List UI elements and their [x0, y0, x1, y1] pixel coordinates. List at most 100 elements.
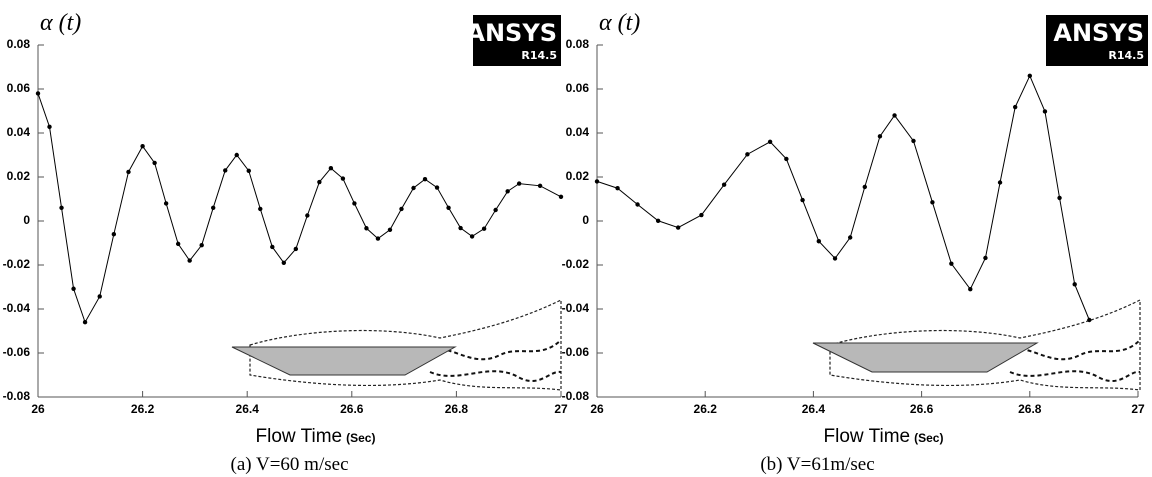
data-point: [152, 160, 157, 166]
caption: (b) V=61m/sec: [760, 454, 874, 475]
x-tick-label: 26.8: [1018, 402, 1042, 416]
data-point: [481, 226, 487, 231]
data-point: [911, 138, 916, 144]
logo-text: ANSYS: [1053, 19, 1144, 47]
data-point: [458, 225, 463, 231]
data-point: [140, 144, 145, 149]
y-tick-label: -0.06: [3, 345, 31, 359]
y-axis-label: α (t): [599, 10, 640, 36]
data-point: [1027, 73, 1033, 79]
data-point: [892, 113, 897, 118]
data-point: [364, 226, 369, 231]
data-point: [411, 185, 416, 191]
series-line: [37, 93, 562, 324]
data-point: [199, 243, 204, 248]
data-point: [1072, 282, 1077, 287]
data-point: [1012, 104, 1018, 110]
x-axis-label: Flow Time (Sec): [256, 426, 376, 447]
data-point: [594, 179, 600, 184]
data-point: [47, 124, 52, 130]
data-point: [375, 236, 381, 241]
data-point: [446, 205, 451, 210]
y-tick-label: 0.08: [566, 37, 590, 51]
x-tick-label: 26.2: [131, 402, 155, 416]
x-tick-label: 27: [1131, 402, 1145, 416]
data-point: [71, 286, 76, 291]
data-point: [784, 156, 789, 162]
data-point: [745, 152, 750, 157]
data-point: [305, 213, 310, 218]
data-point: [1057, 195, 1062, 201]
series-line: [596, 74, 1090, 321]
data-point: [949, 261, 954, 266]
data-point: [422, 177, 428, 182]
data-point: [59, 205, 64, 210]
caption: (a) V=60 m/sec: [231, 454, 349, 475]
data-point: [537, 183, 543, 188]
data-point: [615, 186, 620, 191]
y-tick-label: -0.02: [562, 257, 590, 271]
y-tick-label: -0.04: [562, 301, 590, 315]
x-tick-label: 27: [554, 402, 568, 416]
x-tick-label: 26.6: [910, 402, 934, 416]
x-tick-label: 26.2: [694, 402, 718, 416]
data-point: [516, 181, 522, 186]
data-point: [493, 207, 498, 213]
data-point: [505, 189, 510, 194]
data-point: [635, 202, 640, 207]
data-point: [558, 194, 564, 199]
data-point: [35, 91, 41, 96]
data-point: [317, 179, 322, 185]
data-point: [281, 260, 287, 265]
x-tick-label: 26.8: [445, 402, 469, 416]
data-point: [699, 212, 704, 218]
logo-box: [1046, 15, 1148, 66]
y-tick-label: 0.06: [7, 81, 31, 95]
data-point: [983, 255, 988, 261]
y-tick-label: -0.04: [3, 301, 31, 315]
y-tick-label: 0.04: [566, 125, 590, 139]
y-tick-label: 0.02: [566, 169, 590, 183]
data-point: [246, 168, 251, 174]
data-point: [816, 239, 822, 244]
data-point: [675, 225, 681, 230]
data-point: [847, 235, 853, 240]
airfoil-illustration: [231, 299, 562, 391]
data-point: [434, 185, 440, 190]
x-tick-label: 26.4: [236, 402, 260, 416]
data-point: [211, 205, 216, 210]
airfoil-illustration: [812, 299, 1141, 391]
x-axis-label: Flow Time (Sec): [824, 426, 944, 447]
data-point: [258, 206, 263, 212]
data-point: [82, 320, 88, 325]
data-point: [97, 294, 102, 299]
x-tick-label: 26: [31, 402, 45, 416]
data-point: [968, 287, 973, 292]
y-tick-label: 0: [23, 213, 30, 227]
y-tick-label: -0.08: [3, 389, 31, 403]
y-tick-label: 0.08: [7, 37, 31, 51]
x-tick-label: 26.4: [802, 402, 826, 416]
data-point: [800, 197, 805, 203]
x-tick-label: 26: [590, 402, 604, 416]
data-point: [767, 139, 773, 144]
data-point: [293, 246, 299, 252]
data-point: [469, 234, 475, 239]
data-point: [352, 201, 357, 206]
x-axis-unit: (Sec): [914, 431, 943, 445]
data-point: [270, 244, 275, 250]
data-point: [163, 201, 169, 206]
y-tick-label: -0.02: [3, 257, 31, 271]
data-point: [721, 182, 727, 187]
data-point: [862, 184, 867, 190]
data-point: [223, 168, 228, 173]
logo-box: [473, 15, 561, 66]
x-tick-label: 26.6: [340, 402, 364, 416]
logo-version: R14.5: [1108, 49, 1144, 62]
y-tick-label: 0.02: [7, 169, 31, 183]
y-tick-label: -0.06: [562, 345, 590, 359]
data-point: [997, 180, 1003, 185]
logo-version: R14.5: [521, 49, 557, 62]
data-point: [832, 256, 838, 261]
data-point: [126, 169, 131, 175]
